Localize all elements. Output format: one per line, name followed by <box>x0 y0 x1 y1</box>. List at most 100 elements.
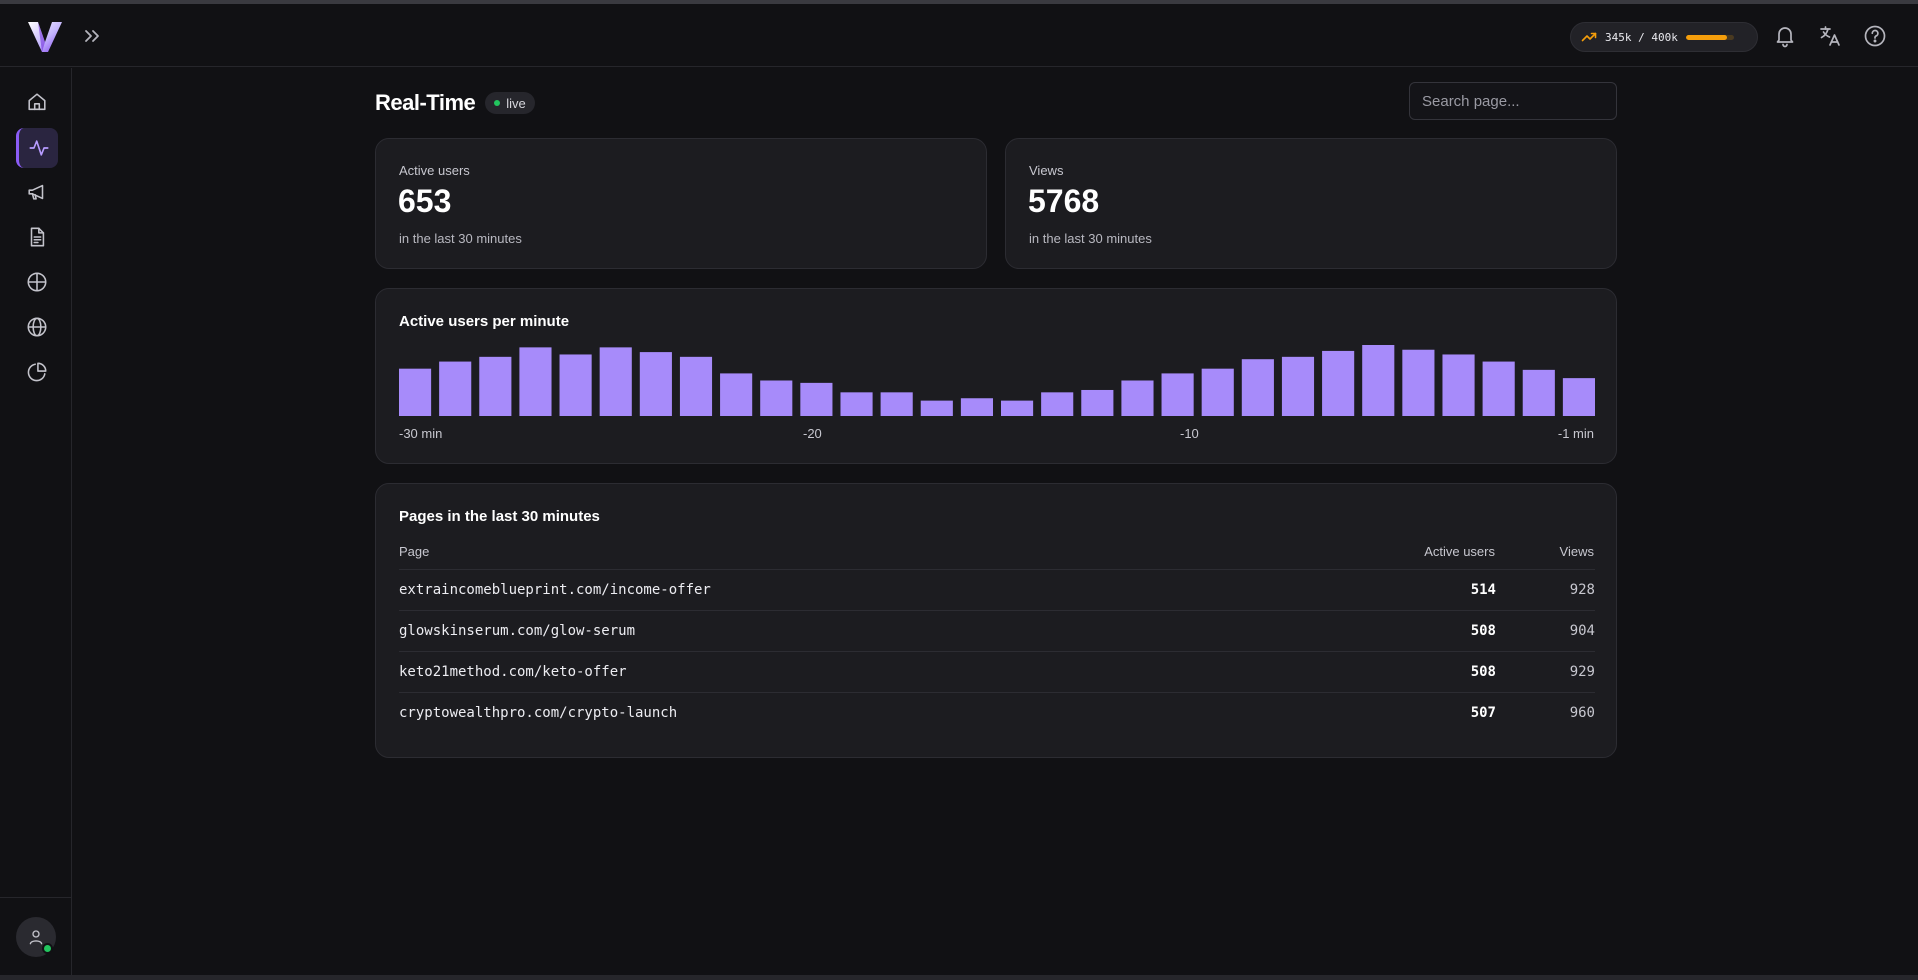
cell-page-url[interactable]: extraincomeblueprint.com/income-offer <box>399 582 711 598</box>
user-icon <box>29 930 43 945</box>
stat-value: 653 <box>398 183 452 219</box>
chart-bar[interactable] <box>1402 349 1435 416</box>
top-header: 345k / 400k <box>0 4 1918 67</box>
x-tick-label: -1 min <box>1557 426 1594 441</box>
expand-sidebar-icon[interactable] <box>82 26 102 46</box>
table-row[interactable]: extraincomeblueprint.com/income-offer 51… <box>399 569 1595 610</box>
live-badge: live <box>485 92 535 114</box>
usage-quota[interactable]: 345k / 400k <box>1570 22 1758 52</box>
chart-bar[interactable] <box>1241 359 1274 416</box>
chart-bar[interactable] <box>1362 345 1395 416</box>
chart-bar[interactable] <box>800 382 833 416</box>
sidebar <box>0 68 72 975</box>
translate-icon[interactable] <box>1818 24 1842 48</box>
sidebar-divider <box>0 897 72 898</box>
chart-bar[interactable] <box>679 356 713 416</box>
usage-quota-text: 345k / 400k <box>1605 30 1678 44</box>
chart-bar[interactable] <box>1081 389 1114 416</box>
chart-bar[interactable] <box>479 356 512 416</box>
bell-icon[interactable] <box>1773 24 1797 48</box>
active-users-bar-chart <box>399 345 1595 416</box>
globe-icon <box>27 317 47 337</box>
chart-bar[interactable] <box>1522 369 1555 416</box>
chart-bar[interactable] <box>1482 361 1515 416</box>
live-badge-label: live <box>506 95 526 111</box>
cell-views: 904 <box>1569 623 1595 639</box>
sidebar-item-home[interactable] <box>16 82 58 122</box>
crosshair-icon <box>27 272 47 292</box>
cell-active-users: 514 <box>1470 582 1496 598</box>
chart-bar[interactable] <box>599 347 632 416</box>
activity-icon <box>28 140 49 156</box>
chart-bar[interactable] <box>559 354 592 416</box>
sidebar-item-targets[interactable] <box>16 262 58 302</box>
help-icon[interactable] <box>1863 24 1887 48</box>
table-title: Pages in the last 30 minutes <box>399 508 600 525</box>
chart-bar[interactable] <box>880 392 913 416</box>
page-header: Real-Time live <box>375 88 535 118</box>
table-row[interactable]: keto21method.com/keto-offer 508 929 <box>399 651 1595 692</box>
sidebar-item-pages[interactable] <box>16 217 58 257</box>
x-tick-label: -30 min <box>399 426 443 441</box>
x-tick-label: -20 <box>803 426 822 441</box>
chart-bar[interactable] <box>1442 354 1475 416</box>
cell-active-users: 508 <box>1470 623 1496 639</box>
chart-bar[interactable] <box>960 398 993 416</box>
usage-quota-fill <box>1685 34 1728 40</box>
chart-bar[interactable] <box>1001 400 1034 416</box>
chart-bar[interactable] <box>1201 368 1234 416</box>
page-title: Real-Time <box>375 90 476 115</box>
window-bottom-strip <box>0 975 1918 980</box>
stat-label: Views <box>1029 163 1064 178</box>
chart-bar[interactable] <box>639 352 672 416</box>
chart-bar[interactable] <box>920 400 953 416</box>
cell-page-url[interactable]: glowskinserum.com/glow-serum <box>399 623 636 639</box>
table-row[interactable]: glowskinserum.com/glow-serum 508 904 <box>399 610 1595 651</box>
sidebar-item-geo[interactable] <box>16 307 58 347</box>
column-header-views[interactable]: Views <box>1559 544 1594 559</box>
pages-table-card: Pages in the last 30 minutes Page Active… <box>375 483 1617 758</box>
cell-active-users: 508 <box>1470 664 1496 680</box>
window-top-strip <box>0 0 1918 4</box>
stat-subtitle: in the last 30 minutes <box>399 231 522 246</box>
column-header-page[interactable]: Page <box>399 544 430 559</box>
chart-bar[interactable] <box>1562 378 1595 416</box>
pie-chart-icon <box>27 362 47 382</box>
table-row[interactable]: cryptowealthpro.com/crypto-launch 507 96… <box>399 692 1595 733</box>
usage-quota-bar <box>1685 34 1734 40</box>
chart-bar[interactable] <box>399 368 432 416</box>
chart-title: Active users per minute <box>399 313 570 330</box>
chart-bar[interactable] <box>1281 356 1315 416</box>
stat-subtitle: in the last 30 minutes <box>1029 231 1152 246</box>
stat-card-views: Views 5768 in the last 30 minutes <box>1005 138 1617 269</box>
cell-views: 960 <box>1569 705 1595 721</box>
live-status-dot <box>494 100 501 106</box>
x-tick-label: -10 <box>1180 426 1199 441</box>
chart-bar[interactable] <box>840 392 873 416</box>
sidebar-item-reports[interactable] <box>16 352 58 392</box>
column-header-active-users[interactable]: Active users <box>1424 544 1495 559</box>
stat-value: 5768 <box>1028 183 1100 219</box>
megaphone-icon <box>28 184 44 200</box>
cell-page-url[interactable]: cryptowealthpro.com/crypto-launch <box>399 705 678 721</box>
stat-card-active-users: Active users 653 in the last 30 minutes <box>375 138 987 269</box>
chart-bar[interactable] <box>720 373 753 416</box>
trending-up-icon <box>1581 32 1597 42</box>
chart-bar[interactable] <box>1322 350 1355 416</box>
online-status-dot <box>42 943 53 954</box>
chart-bar[interactable] <box>519 347 552 416</box>
search-page-input[interactable] <box>1409 82 1617 120</box>
cell-views: 929 <box>1569 664 1595 680</box>
cell-views: 928 <box>1569 582 1595 598</box>
chart-bar[interactable] <box>439 361 472 416</box>
chart-bar[interactable] <box>760 380 793 417</box>
cell-page-url[interactable]: keto21method.com/keto-offer <box>399 664 627 680</box>
app-logo[interactable] <box>26 18 64 56</box>
sidebar-item-realtime[interactable] <box>16 128 58 168</box>
chart-bar[interactable] <box>1121 380 1154 417</box>
chart-bar[interactable] <box>1041 392 1074 416</box>
sidebar-item-campaigns[interactable] <box>16 172 58 212</box>
stat-label: Active users <box>399 163 470 178</box>
chart-card-active-users-per-minute: Active users per minute -30 min -20 -10 … <box>375 288 1617 464</box>
chart-bar[interactable] <box>1161 373 1194 416</box>
